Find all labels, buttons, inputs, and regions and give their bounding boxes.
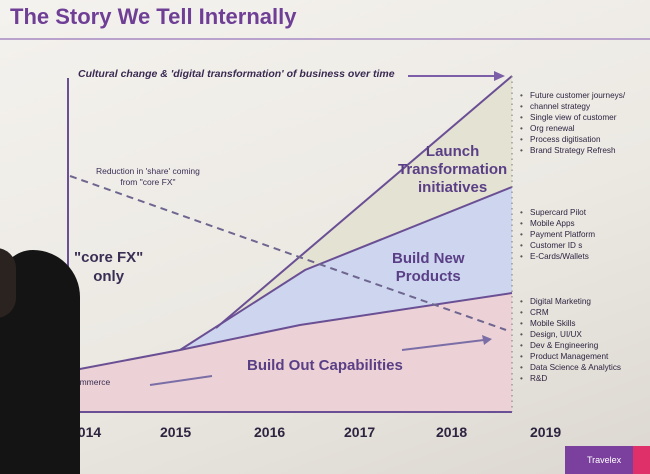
presenter-head: [0, 248, 16, 318]
build-new-region-label: Build New Products: [392, 250, 465, 286]
build-out-region-label: Build Out Capabilities: [247, 357, 403, 374]
list-item: Data Science & Analytics: [520, 362, 621, 373]
list-item: Org renewal: [520, 123, 625, 134]
ecommerce-arrow-shaft: [149, 375, 213, 386]
axis-title-arrow-head: [494, 71, 505, 81]
core-fx-label: "core FX" only: [74, 248, 143, 286]
list-item: Payment Platform: [520, 229, 595, 240]
list-item: Product Management: [520, 351, 621, 362]
list-item: Single view of customer: [520, 112, 625, 123]
build-new-line-2: Products: [395, 268, 461, 285]
year-label-2016: 2016: [254, 424, 286, 440]
launch-line-3: initiatives: [417, 179, 488, 196]
reduction-line-1: Reduction in 'share' coming: [96, 166, 200, 176]
build-out-capabilities-list: Digital Marketing CRM Mobile Skills Desi…: [520, 296, 621, 384]
list-item: Mobile Skills: [520, 318, 621, 329]
list-item: Digital Marketing: [520, 296, 621, 307]
list-item: E-Cards/Wallets: [520, 251, 595, 262]
list-item: Customer ID s: [520, 240, 595, 251]
build-new-boundary-line: [179, 186, 513, 351]
launch-region-label: Launch Transformation initiatives: [398, 143, 507, 197]
year-label-2015: 2015: [160, 424, 192, 440]
build-new-line-1: Build New: [392, 250, 465, 267]
build-out-region: [64, 293, 512, 412]
year-label-2019: 2019: [530, 424, 562, 440]
launch-line-1: Launch: [425, 143, 480, 160]
list-item: Future customer journeys/: [520, 90, 625, 101]
list-item: Design, UI/UX: [520, 329, 621, 340]
reduction-line-2: from "core FX": [120, 177, 176, 187]
core-fx-line-2: only: [93, 268, 125, 285]
slide-title: The Story We Tell Internally: [10, 4, 297, 29]
list-item: R&D: [520, 373, 621, 384]
ecommerce-label: eCommerce: [64, 377, 111, 387]
title-divider: [0, 38, 650, 40]
list-item: Mobile Apps: [520, 218, 595, 229]
build-new-products-list: Supercard Pilot Mobile Apps Payment Plat…: [520, 207, 595, 262]
list-item: Brand Strategy Refresh: [520, 145, 625, 156]
list-item: Supercard Pilot: [520, 207, 595, 218]
brand-logo-accent: [633, 446, 650, 474]
core-fx-line-1: "core FX": [74, 249, 144, 266]
list-item: channel strategy: [520, 101, 625, 112]
year-label-2017: 2017: [344, 424, 376, 440]
build-new-region: [180, 187, 512, 350]
reduction-label: Reduction in 'share' coming from "core F…: [96, 166, 200, 188]
axis-title: Cultural change & 'digital transformatio…: [78, 68, 395, 80]
build-out-arrow-shaft: [401, 339, 485, 351]
launch-line-2: Transformation: [398, 161, 508, 178]
build-out-arrow-head: [482, 335, 492, 345]
year-axis-labels: 2014 2015 2016 2017 2018 2019: [0, 424, 650, 444]
year-label-2018: 2018: [436, 424, 468, 440]
list-item: Process digitisation: [520, 134, 625, 145]
list-item: CRM: [520, 307, 621, 318]
list-item: Dev & Engineering: [520, 340, 621, 351]
launch-boundary-line: [215, 75, 513, 329]
build-out-boundary-line: [63, 292, 513, 373]
launch-initiatives-list: Future customer journeys/ channel strate…: [520, 90, 625, 156]
reduction-dashed-line: [69, 175, 507, 331]
